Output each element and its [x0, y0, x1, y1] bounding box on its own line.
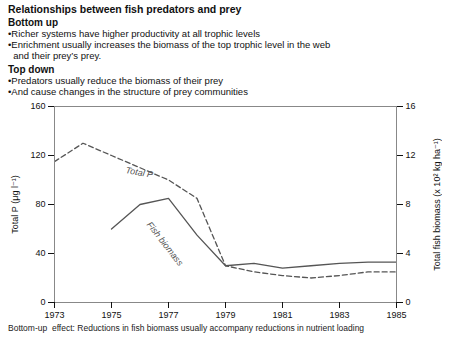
html-text:Bottom-up effect: Reductions i: Bottom-up effect: Reductions in fish bio… — [8, 322, 365, 333]
svg-text:1979: 1979 — [215, 309, 235, 319]
svg-text:160: 160 — [30, 101, 45, 111]
svg-text:8: 8 — [406, 199, 411, 209]
svg-text:4: 4 — [406, 248, 411, 258]
svg-text:1985: 1985 — [386, 309, 406, 319]
svg-text:1983: 1983 — [329, 309, 349, 319]
svg-text:Total P (μg l⁻¹): Total P (μg l⁻¹) — [10, 175, 20, 233]
svg-text:1977: 1977 — [158, 309, 178, 319]
svg-text:1981: 1981 — [272, 309, 292, 319]
svg-text:1973: 1973 — [44, 309, 64, 319]
svg-text:1975: 1975 — [101, 309, 121, 319]
svg-text:Fish biomass: Fish biomass — [145, 219, 186, 267]
html-text:Bottom up: Bottom up — [8, 17, 58, 28]
svg-text:Total P: Total P — [125, 165, 154, 180]
svg-text:0: 0 — [40, 297, 45, 307]
html-text:•Predators usually reduce the: •Predators usually reduce the biomass of… — [8, 74, 224, 86]
svg-text:16: 16 — [406, 101, 416, 111]
html-text:Top down: Top down — [8, 63, 55, 75]
html-text:Relationships between fish pre: Relationships between fish predators and… — [8, 3, 242, 15]
svg-text:80: 80 — [35, 199, 45, 209]
html-text:•And cause changes in the stru: •And cause changes in the structure of p… — [8, 85, 248, 97]
svg-text:120: 120 — [30, 150, 45, 160]
html-text:•Richer systems have higher pr: •Richer systems have higher productivity… — [8, 28, 260, 39]
svg-text:12: 12 — [406, 150, 416, 160]
svg-text:0: 0 — [406, 297, 411, 307]
svg-text:Total fish biomass (x 10² kg h: Total fish biomass (x 10² kg ha⁻¹) — [432, 138, 442, 270]
svg-text:40: 40 — [35, 248, 45, 258]
html-text:•Enrichment usually increases: •Enrichment usually increases the biomas… — [8, 38, 331, 61]
